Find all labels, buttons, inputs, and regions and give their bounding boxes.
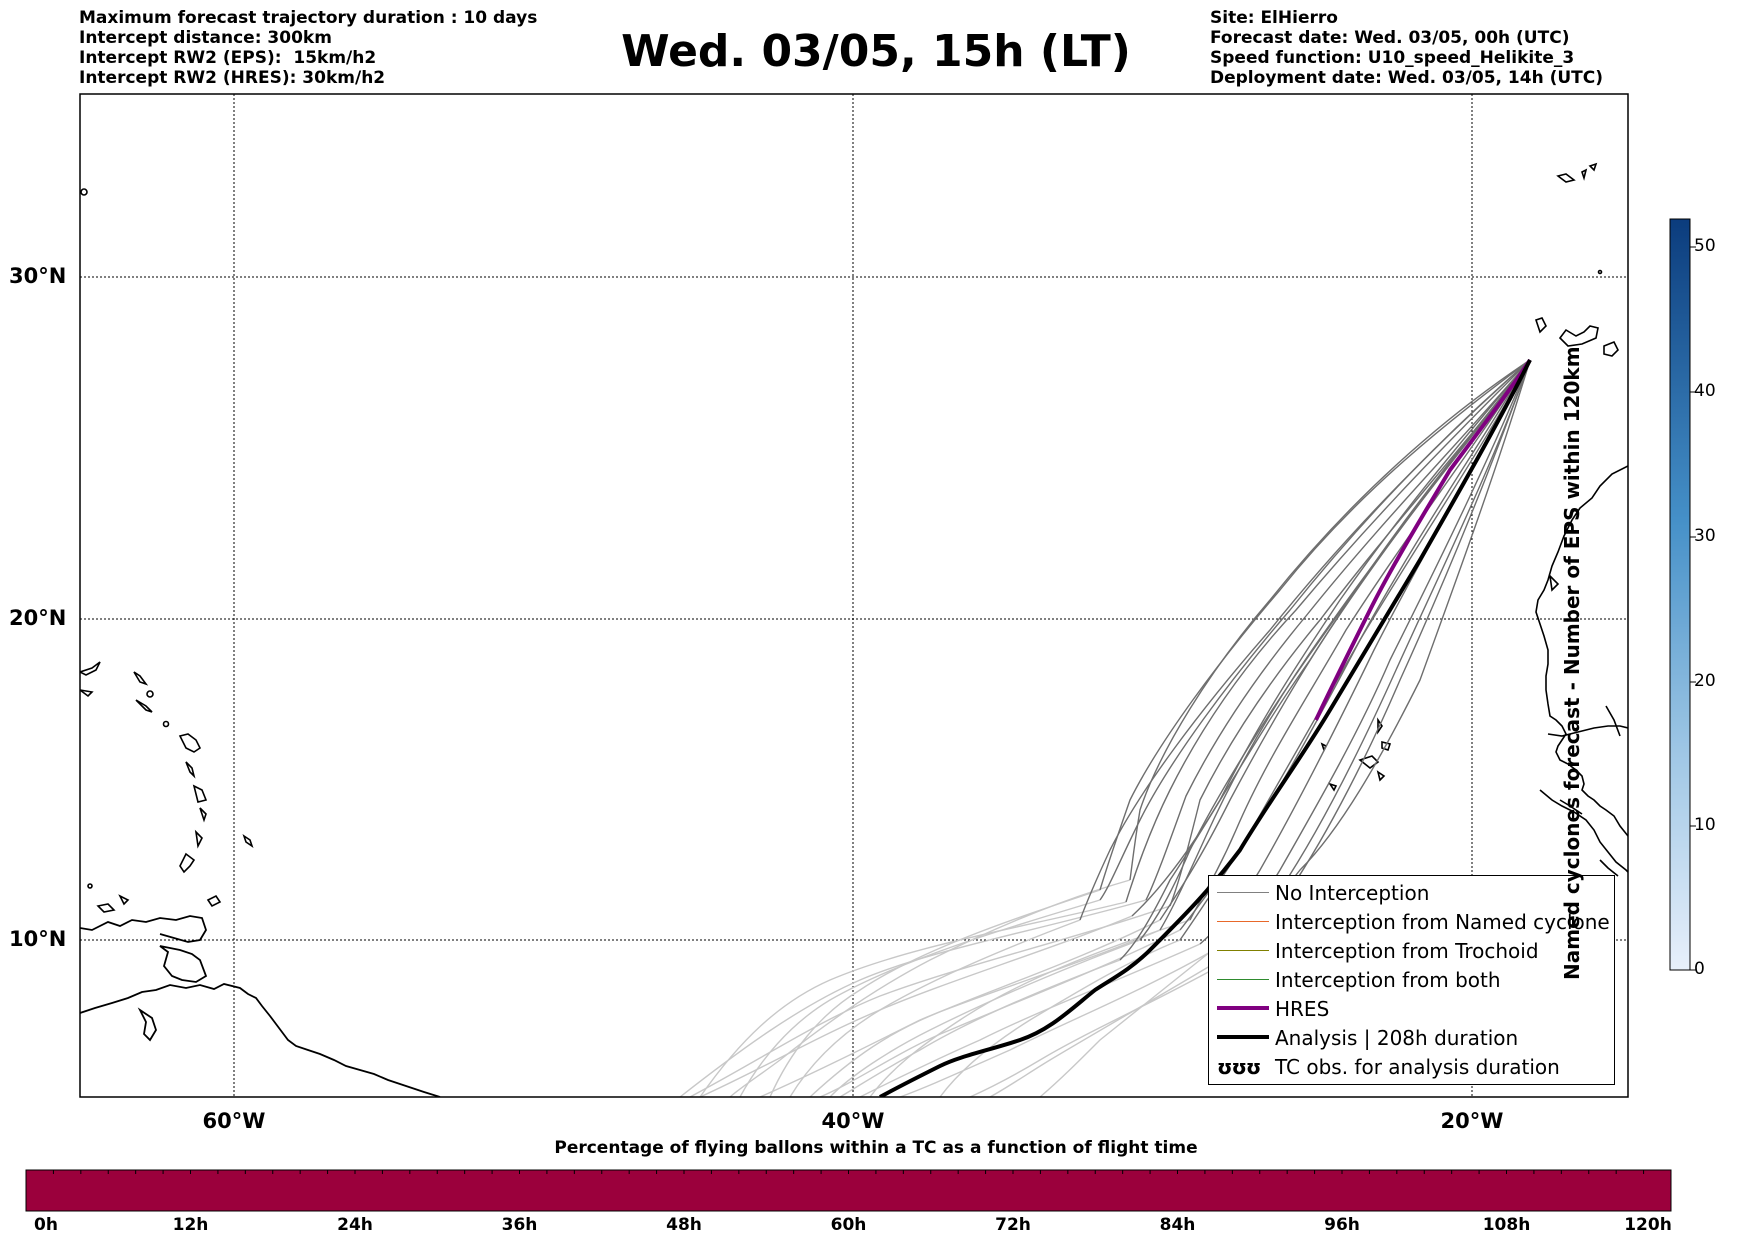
horizontal-colorbar-ticks [25,1170,1672,1174]
coastline-caribbean-islands [80,188,254,913]
horizontal-colorbar-tick-label: 72h [995,1215,1031,1235]
horizontal-colorbar-tick-label: 60h [830,1215,867,1235]
horizontal-colorbar-title: Percentage of flying ballons within a TC… [554,1138,1198,1158]
legend-label: Analysis | 208h duration [1275,1026,1519,1050]
horizontal-colorbar-tick-label: 12h [172,1215,209,1235]
lon-label-60w: 60°W [202,1109,266,1133]
lat-label-10n: 10°N [9,927,67,951]
legend-label: No Interception [1275,881,1430,905]
lat-label-30n: 30°N [9,264,67,288]
legend-label: Interception from Trochoid [1275,939,1539,963]
legend-swatch [1217,950,1269,951]
legend-item-named-cyclone: Interception from Named cyclone [1209,908,1614,937]
horizontal-colorbar-tick-label: 48h [666,1215,702,1235]
colorbar-label: Named cyclones forecast - Number of EPS … [1560,346,1584,980]
horizontal-colorbar-tick-label: 96h [1324,1215,1360,1235]
legend-swatch [1217,979,1269,980]
legend-swatch [1217,921,1269,922]
colorbar-tick-10: 10 [1694,815,1716,835]
header-left-line-1: Maximum forecast trajectory duration : 1… [79,8,538,28]
hres-trajectory [1314,358,1532,721]
horizontal-colorbar-tick-label: 24h [337,1215,373,1235]
legend-label: Interception from both [1275,968,1501,992]
legend-item-hres: HRES [1209,995,1614,1024]
header-right-line-2: Forecast date: Wed. 03/05, 00h (UTC) [1210,28,1570,48]
header-right-line-3: Speed function: U10_speed_Helikite_3 [1210,48,1575,68]
legend-swatch [1217,1006,1269,1010]
horizontal-colorbar-tick-label: 36h [501,1215,538,1235]
vertical-colorbar-fill [1669,218,1691,971]
header-right-line-4: Deployment date: Wed. 03/05, 14h (UTC) [1210,68,1604,88]
colorbar-tick-0: 0 [1694,959,1705,979]
colorbar-tick-50: 50 [1694,236,1716,256]
map-legend: No Interception Interception from Named … [1208,875,1615,1085]
legend-swatch [1217,892,1269,893]
lat-label-20n: 20°N [9,606,67,630]
header-right-line-1: Site: ElHierro [1210,8,1338,28]
horizontal-colorbar-tick-label: 84h [1159,1215,1196,1235]
page-title: Wed. 03/05, 15h (LT) [621,26,1131,77]
legend-label: Interception from Named cyclone [1275,910,1610,934]
header-left-line-4: Intercept RW2 (HRES): 30km/h2 [79,68,386,88]
horizontal-colorbar-tick-label: 0h [34,1215,58,1235]
colorbar-tick-20: 20 [1694,671,1716,691]
tc-obs-symbol-icon: ʊʊʊ [1217,1055,1261,1079]
legend-item-tc-obs: ʊʊʊ TC obs. for analysis duration [1209,1053,1614,1082]
colorbar-tick-30: 30 [1694,526,1716,546]
lon-label-40w: 40°W [821,1109,885,1133]
horizontal-colorbar-tick-label: 120h [1624,1215,1672,1235]
legend-item-analysis: Analysis | 208h duration [1209,1024,1614,1053]
horizontal-colorbar-tick-label: 108h [1482,1215,1531,1235]
eps-trajectories-light [679,879,1251,1097]
analysis-trajectory [879,359,1532,1097]
legend-item-both: Interception from both [1209,966,1614,995]
colorbar-tick-40: 40 [1694,381,1716,401]
legend-label: TC obs. for analysis duration [1275,1055,1560,1079]
horizontal-colorbar-fill [25,1169,1672,1212]
coastline-south-america [80,915,441,1097]
horizontal-colorbar [25,1169,1672,1212]
legend-item-no-interception: No Interception [1209,879,1614,908]
legend-label: HRES [1275,997,1330,1021]
header-left-line-3: Intercept RW2 (EPS): 15km/h2 [79,48,377,68]
map-border [79,93,1629,1098]
lon-label-20w: 20°W [1440,1109,1504,1133]
coastline-africa [1320,162,1628,877]
header-left-line-2: Intercept distance: 300km [79,28,332,48]
legend-swatch [1217,1035,1269,1039]
vertical-colorbar-ticks [1690,246,1696,971]
legend-item-trochoid: Interception from Trochoid [1209,937,1614,966]
